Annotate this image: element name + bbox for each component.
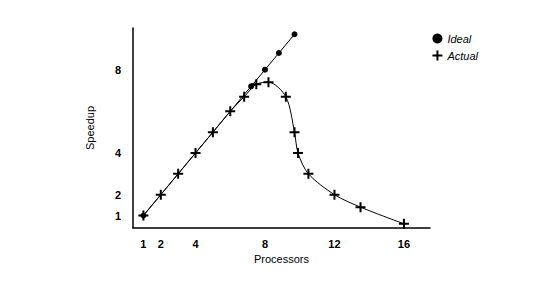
svg-text:2: 2 bbox=[115, 189, 121, 201]
svg-text:1: 1 bbox=[140, 238, 146, 250]
svg-text:8: 8 bbox=[262, 238, 268, 250]
svg-text:4: 4 bbox=[115, 147, 122, 159]
svg-text:Processors: Processors bbox=[254, 253, 310, 265]
svg-text:Speedup: Speedup bbox=[84, 106, 96, 150]
svg-text:2: 2 bbox=[158, 238, 164, 250]
svg-text:4: 4 bbox=[192, 238, 199, 250]
svg-text:Ideal: Ideal bbox=[447, 33, 471, 45]
svg-text:1: 1 bbox=[115, 210, 121, 222]
svg-text:8: 8 bbox=[115, 64, 121, 76]
svg-text:Actual: Actual bbox=[446, 50, 478, 62]
svg-text:12: 12 bbox=[328, 238, 340, 250]
svg-text:16: 16 bbox=[398, 238, 410, 250]
